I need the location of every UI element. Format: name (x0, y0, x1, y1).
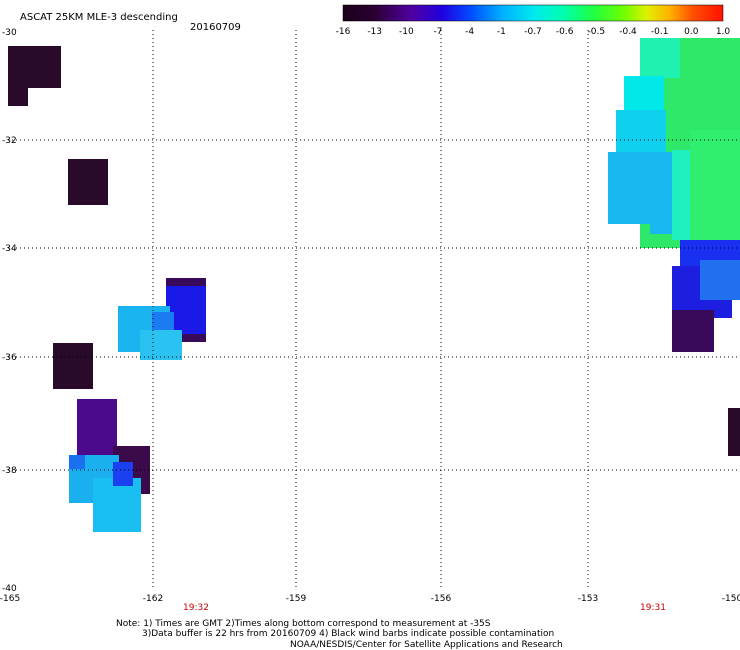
wind-cell (672, 310, 714, 352)
wind-cell (77, 399, 117, 455)
longitude-label: -162 (143, 594, 163, 604)
colorbar-label: -10 (399, 27, 414, 37)
colorbar-label: -13 (367, 27, 382, 37)
colorbar-label: -0.5 (588, 27, 606, 37)
wind-cell (69, 455, 85, 469)
colorbar-label: -7 (434, 27, 443, 37)
latitude-labels: -30 -32 -34 -36 -38 -40 (2, 28, 17, 594)
latitude-label: -34 (2, 244, 17, 254)
wind-cell (93, 478, 141, 532)
wind-cell (140, 330, 182, 360)
colorbar-labels: -16 -13 -10 -7 -4 -1 -0.7 -0.6 -0.5 -0.4 -0.1 0.0 1.… (336, 27, 731, 37)
latitude-label: -36 (2, 353, 17, 363)
longitude-labels: -165 -162 -159 -156 -153 -150 (0, 594, 740, 604)
latitude-label: -32 (2, 136, 17, 146)
wind-cell (640, 38, 680, 78)
wind-cell (608, 152, 676, 224)
wind-cell (690, 130, 740, 250)
wind-cell (152, 312, 174, 330)
colorbar-label: -1 (497, 27, 506, 37)
wind-cells (8, 38, 740, 532)
colorbar-label: 0.0 (684, 27, 699, 37)
note-line-1: Note: 1) Times are GMT 2)Times along bot… (116, 619, 491, 629)
latitude-label: -30 (2, 28, 17, 38)
wind-cell (68, 159, 108, 205)
colorbar-gradient (342, 4, 724, 22)
wind-cell (700, 260, 740, 300)
longitude-label: -156 (431, 594, 452, 604)
pass-time-left: 19:32 (183, 603, 209, 613)
map-title: ASCAT 25KM MLE-3 descending (20, 12, 178, 23)
longitude-label: -150 (722, 594, 740, 604)
wind-cell (113, 462, 133, 486)
wind-cell (53, 343, 93, 389)
longitude-label: -159 (286, 594, 307, 604)
colorbar-label: -0.6 (556, 27, 574, 37)
wind-cell (8, 86, 28, 106)
wind-cell (728, 408, 740, 456)
pass-time-right: 19:31 (640, 603, 666, 613)
note-line-2: 3)Data buffer is 22 hrs from 20160709 4)… (142, 629, 554, 639)
map-date: 20160709 (190, 22, 241, 33)
colorbar-label: -4 (465, 27, 474, 37)
colorbar (342, 4, 724, 22)
latitude-label: -40 (2, 584, 17, 594)
colorbar-label: -0.4 (619, 27, 637, 37)
note-line-3: NOAA/NESDIS/Center for Satellite Applica… (290, 640, 563, 650)
wind-cell (650, 224, 690, 234)
colorbar-label: -16 (336, 27, 351, 37)
longitude-label: -165 (0, 594, 20, 604)
grid-lines (8, 30, 740, 588)
latitude-label: -38 (2, 466, 17, 476)
colorbar-label: -0.1 (651, 27, 669, 37)
colorbar-label: -0.7 (524, 27, 542, 37)
colorbar-label: 1.0 (716, 27, 731, 37)
longitude-label: -153 (578, 594, 598, 604)
wind-cell (8, 46, 61, 88)
